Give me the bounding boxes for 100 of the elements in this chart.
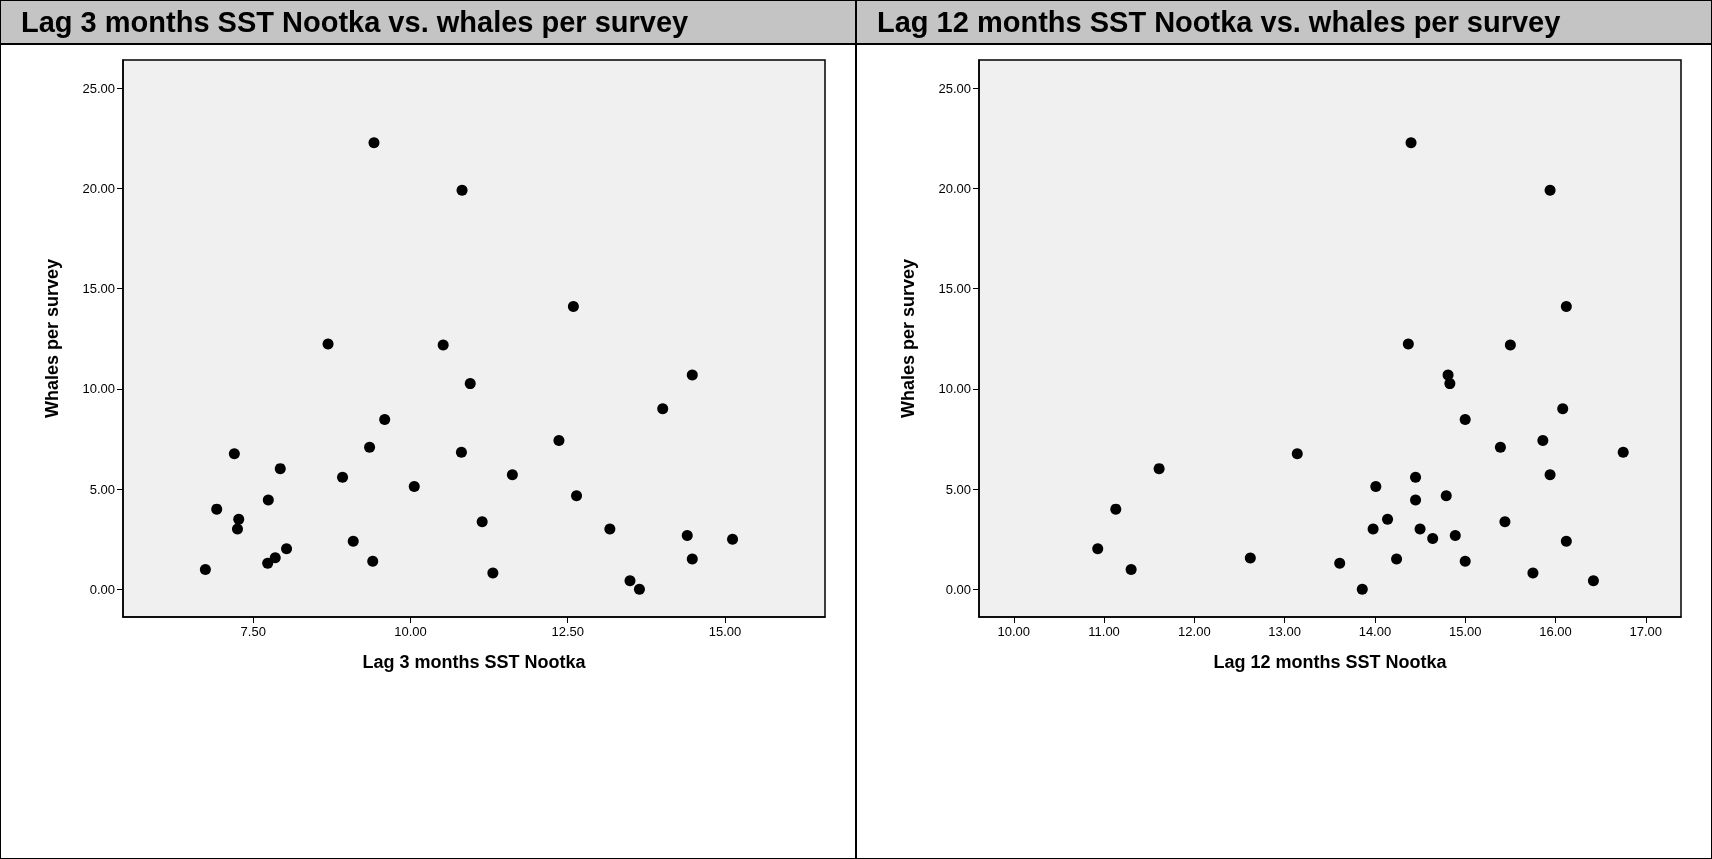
point: [1382, 513, 1394, 525]
point: [1092, 543, 1104, 555]
point: [633, 583, 645, 595]
x-tick-label: 11.00: [1088, 624, 1120, 639]
x-tick-label: 7.50: [240, 624, 266, 639]
point: [487, 567, 499, 579]
x-axis-title: Lag 3 months SST Nootka: [362, 652, 587, 672]
point: [1459, 414, 1471, 425]
point: [1427, 533, 1439, 545]
point: [681, 530, 693, 542]
point: [1367, 523, 1379, 535]
point: [1459, 555, 1471, 567]
point: [1544, 184, 1556, 196]
point: [408, 480, 420, 492]
point: [368, 137, 380, 149]
point: [367, 555, 379, 567]
point: [1527, 567, 1539, 579]
point: [379, 414, 391, 425]
x-tick-label: 15.00: [708, 624, 742, 639]
point: [1560, 300, 1572, 312]
point: [456, 184, 468, 196]
y-tick-label: 10.00: [82, 381, 115, 397]
point: [686, 553, 698, 565]
point: [1560, 535, 1572, 547]
x-tick-label: 14.00: [1358, 624, 1392, 639]
point: [1125, 563, 1137, 575]
point: [1153, 463, 1165, 475]
point: [364, 441, 376, 453]
y-axis-title: Whales per survey: [898, 258, 918, 419]
x-tick-label: 12.50: [551, 624, 584, 639]
y-tick-label: 15.00: [938, 281, 971, 297]
y-tick-label: 5.00: [945, 481, 971, 497]
point: [262, 557, 274, 569]
x-axis-title: Lag 12 months SST Nootka: [1213, 652, 1448, 672]
x-tick-label: 10.00: [997, 624, 1031, 639]
point: [476, 516, 488, 528]
point: [464, 378, 476, 390]
x-tick-label: 17.00: [1629, 624, 1663, 639]
point: [347, 535, 359, 547]
point: [228, 448, 240, 460]
point: [1444, 378, 1456, 390]
y-tick-label: 10.00: [938, 381, 971, 397]
point: [567, 300, 579, 312]
point: [1414, 523, 1426, 535]
point: [262, 494, 274, 506]
x-tick-label: 16.00: [1539, 624, 1572, 639]
point: [211, 503, 223, 515]
y-axis-title: Whales per survey: [42, 258, 62, 419]
point: [1291, 448, 1303, 460]
point: [553, 435, 565, 447]
point: [1617, 446, 1629, 458]
y-tick-label: 0.00: [89, 581, 115, 597]
point: [1499, 516, 1511, 528]
point: [571, 490, 583, 502]
point: [727, 533, 739, 545]
y-tick-label: 25.00: [938, 80, 971, 96]
point: [1410, 494, 1422, 506]
point: [506, 469, 518, 481]
point: [1410, 471, 1422, 483]
point: [455, 446, 467, 458]
point: [1391, 553, 1403, 565]
point: [274, 463, 286, 475]
point: [1504, 339, 1516, 351]
point: [1356, 583, 1368, 595]
point: [232, 523, 243, 535]
y-tick-label: 20.00: [82, 180, 115, 196]
point: [1537, 435, 1549, 447]
point: [233, 513, 245, 525]
point: [1370, 480, 1382, 492]
x-tick-label: 13.00: [1268, 624, 1301, 639]
point: [624, 575, 636, 587]
point: [1440, 490, 1452, 502]
x-tick-label: 12.00: [1178, 624, 1211, 639]
point: [1334, 557, 1346, 569]
point: [437, 339, 449, 351]
point: [199, 563, 211, 575]
point: [281, 543, 293, 555]
point: [337, 471, 349, 483]
point: [1110, 503, 1122, 515]
y-tick-label: 20.00: [938, 180, 971, 196]
y-tick-label: 5.00: [89, 481, 115, 497]
x-tick-label: 15.00: [1448, 624, 1482, 639]
point: [1557, 403, 1569, 415]
y-tick-label: 15.00: [82, 281, 115, 297]
point: [1449, 530, 1461, 542]
point: [1402, 338, 1414, 350]
x-tick-label: 10.00: [394, 624, 427, 639]
point: [1244, 552, 1256, 564]
point: [686, 369, 698, 381]
point: [322, 338, 334, 350]
y-tick-label: 25.00: [82, 80, 115, 96]
point: [604, 523, 616, 535]
point: [1587, 575, 1599, 587]
point: [269, 552, 281, 564]
chart-title: Lag 12 months SST Nootka vs. whales per survey: [857, 1, 1711, 45]
point: [657, 403, 669, 415]
point: [1494, 441, 1506, 453]
point: [1544, 469, 1556, 481]
chart-title: Lag 3 months SST Nootka vs. whales per survey: [1, 1, 855, 45]
y-tick-label: 0.00: [945, 581, 971, 597]
